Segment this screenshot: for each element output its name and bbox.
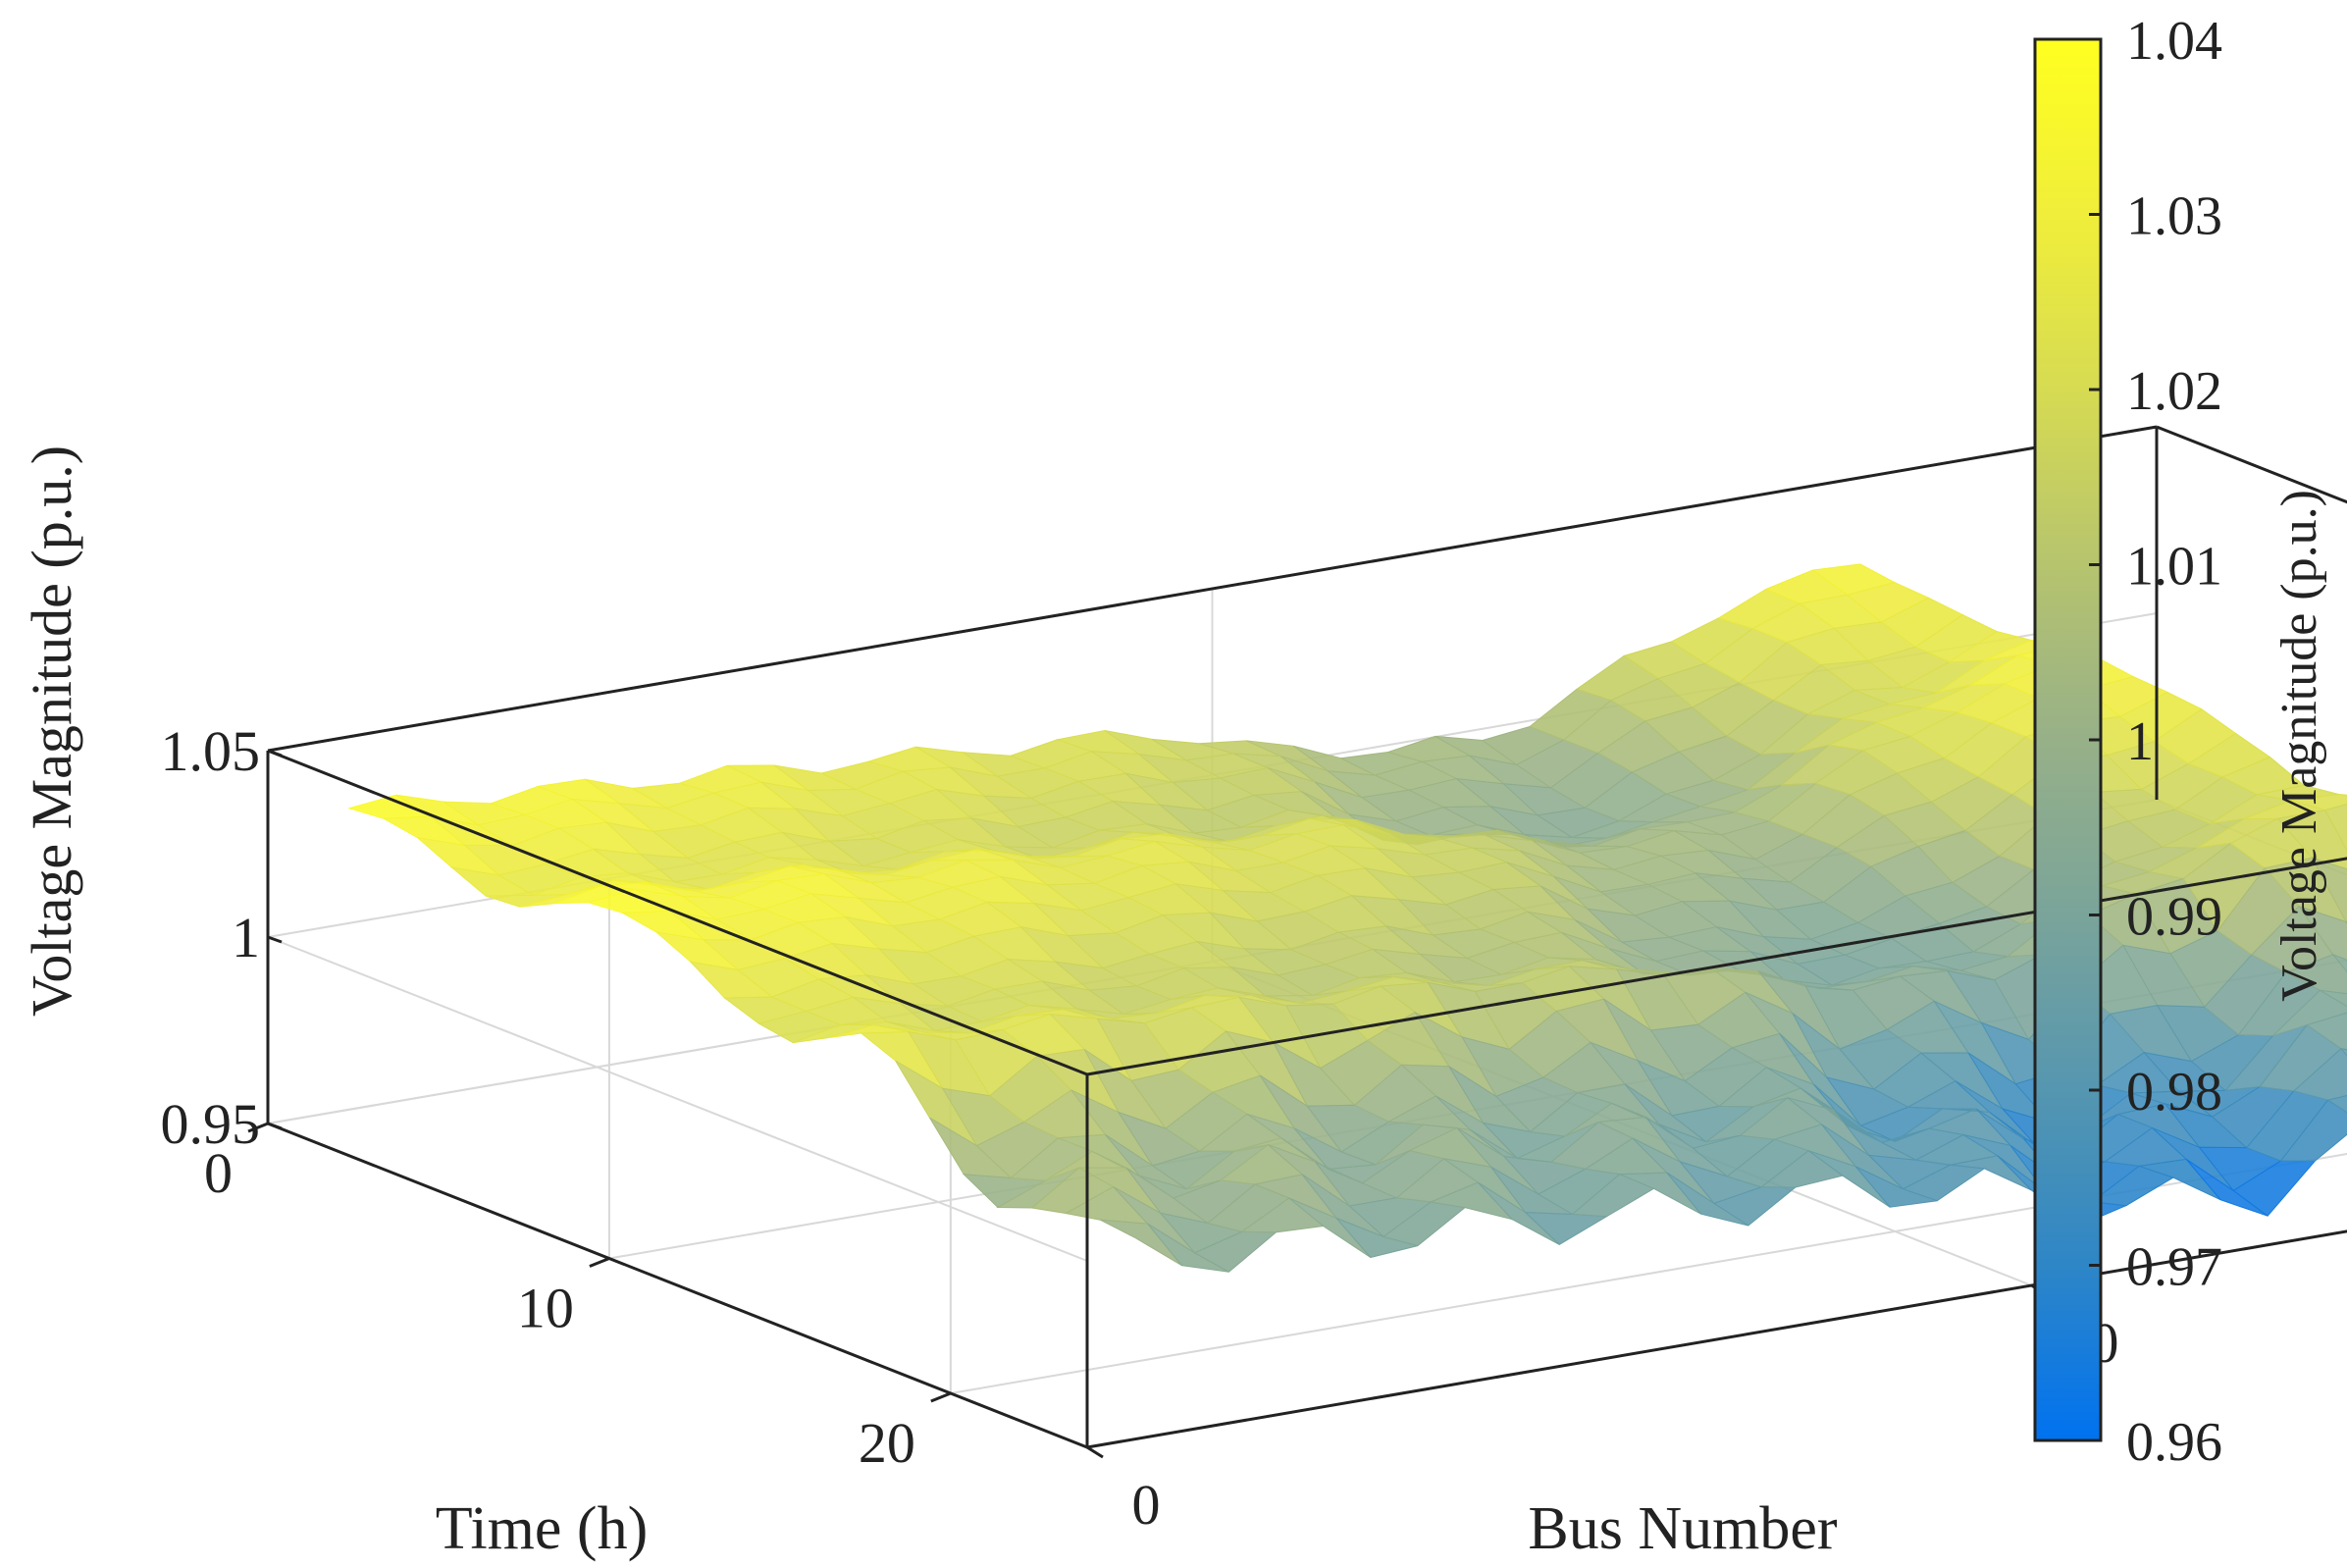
x-tick-label: 0 (1132, 1473, 1161, 1537)
z-tick (267, 935, 283, 944)
colorbar-tick-label: 1 (2126, 711, 2154, 772)
surface-patch (2276, 810, 2347, 870)
axis-box-edge (1086, 857, 2347, 1076)
y-tick (930, 1391, 952, 1403)
colorbar-tick-label: 1.04 (2126, 11, 2222, 72)
colorbar-tick-label: 0.96 (2126, 1412, 2222, 1473)
surface-patch (2305, 1012, 2347, 1051)
colorbar-ticks: 0.96 0.97 0.98 0.99 1 1.01 1.02 1.03 1.04 (2089, 11, 2222, 1473)
axis-box (266, 425, 2347, 1449)
colorbar-tick-label: 1.02 (2126, 361, 2222, 422)
axis-box-edge (2156, 425, 2347, 504)
y-axis-label: Time (h) (436, 1495, 648, 1562)
y-tick (589, 1257, 610, 1268)
surface-patch (2326, 1094, 2347, 1114)
z-axis-label: Voltage Magnitude (p.u.) (20, 445, 83, 1017)
x-tick (1086, 1445, 1104, 1459)
surface-patch (2292, 1047, 2347, 1101)
surface-patch (2311, 857, 2347, 922)
colorbar-tick-label: 0.98 (2126, 1062, 2222, 1123)
z-tick-label: 1 (232, 906, 260, 969)
z-tick-label: 1.05 (161, 719, 261, 783)
surface-patch (2339, 1048, 2347, 1057)
x-axis-label: Bus Number (1528, 1495, 1838, 1562)
floor-grid-line (950, 1153, 2347, 1394)
axis-box-edge (267, 749, 1088, 1076)
surface-patch (2297, 905, 2347, 961)
y-tick-label: 10 (517, 1277, 574, 1340)
surface-patch (2271, 989, 2347, 1037)
colorbar-tick-label: 1.03 (2126, 186, 2222, 247)
surface-patch (2290, 793, 2347, 811)
surface-patch (2284, 954, 2347, 995)
colorbar-tick-label: 0.99 (2126, 887, 2222, 948)
surface-patch (2331, 953, 2347, 973)
surface-patch (2320, 989, 2347, 1008)
y-tick (247, 1122, 269, 1133)
surface-patch (2323, 804, 2347, 852)
z-tick (267, 749, 283, 758)
colorbar-label: Voltage Magnitude (p.u.) (2271, 490, 2327, 1002)
axis-box-edge (267, 425, 2158, 753)
surface-patch (2279, 1099, 2347, 1162)
colorbar-tick-label: 1.01 (2126, 537, 2222, 598)
y-tick-label: 0 (204, 1141, 233, 1205)
y-tick-label: 20 (859, 1411, 915, 1475)
z-tick-label: 0.95 (161, 1092, 261, 1156)
side-grid-line (267, 936, 1088, 1262)
voltage-surface (347, 563, 2347, 1273)
colorbar-tick-label: 0.97 (2126, 1237, 2222, 1298)
z-tick (267, 1122, 283, 1130)
